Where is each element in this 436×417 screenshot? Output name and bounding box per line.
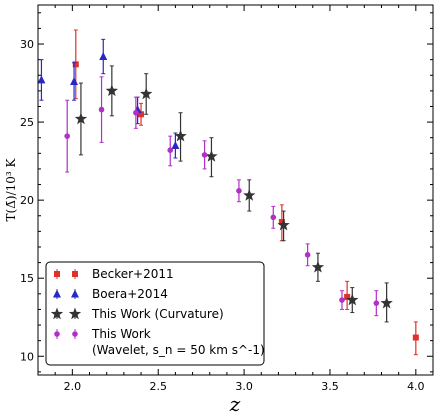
- data-point: [412, 334, 419, 341]
- x-tick-label: 2.0: [64, 380, 82, 393]
- legend: Becker+2011 Boera+2014 This Work (Curvatur…: [45, 261, 265, 366]
- x-tick-label: 3.5: [321, 380, 339, 393]
- legend-item: Boera+2014: [53, 287, 168, 301]
- plot-frame: [37, 4, 434, 376]
- y-tick-label: 25: [20, 116, 34, 129]
- data-point: [105, 84, 119, 97]
- data-point: [171, 141, 180, 150]
- series-4: [64, 76, 380, 317]
- data-point: [311, 260, 325, 273]
- data-point: [174, 129, 187, 142]
- series-3: [74, 65, 393, 323]
- y-axis-label: T(Δ̄)/10³ K: [4, 157, 18, 221]
- y-tick-label: 10: [20, 350, 34, 363]
- series-2: [37, 38, 180, 159]
- data-point: [304, 251, 311, 258]
- legend-marker: [50, 307, 64, 320]
- legend-label: This Work: [91, 327, 151, 341]
- x-tick-label: 2.5: [149, 380, 167, 393]
- data-point: [99, 52, 108, 61]
- data-point: [205, 149, 218, 162]
- data-point: [201, 152, 208, 158]
- data-point: [380, 296, 393, 309]
- legend-marker: [53, 289, 61, 298]
- data-point: [98, 106, 105, 113]
- legend-label-line2: (Wavelet, s_n = 50 km s^-1): [92, 343, 265, 357]
- data-point: [37, 75, 46, 84]
- legend-item: Becker+2011: [54, 267, 174, 281]
- legend-marker: [54, 331, 60, 337]
- data-point: [64, 133, 70, 139]
- data-point: [373, 300, 380, 306]
- legend-marker: [71, 289, 79, 298]
- x-tick-label: 4.0: [407, 380, 425, 393]
- y-tick-label: 15: [20, 272, 34, 285]
- data-series-layer: [37, 29, 419, 356]
- data-point: [277, 218, 290, 231]
- data-point: [133, 109, 139, 116]
- legend-label: Becker+2011: [92, 267, 174, 281]
- data-point: [344, 293, 351, 300]
- data-point: [278, 219, 285, 226]
- y-tick-label: 30: [20, 38, 34, 51]
- legend-box: [45, 261, 265, 366]
- x-tick-label: 3.0: [235, 380, 253, 393]
- legend-marker: [72, 271, 78, 277]
- y-tick-label: 20: [20, 194, 34, 207]
- data-point: [70, 76, 79, 85]
- data-point: [72, 61, 79, 68]
- data-point: [236, 187, 242, 194]
- legend-marker: [68, 307, 82, 320]
- legend-items: Becker+2011 Boera+2014 This Work (Curvatur…: [50, 267, 265, 357]
- legend-marker: [54, 271, 60, 277]
- data-point: [243, 188, 256, 201]
- legend-marker: [72, 331, 78, 337]
- legend-label: This Work (Curvature): [91, 307, 224, 321]
- legend-item: This Work (Wavelet, s_n = 50 km s^-1): [54, 327, 265, 357]
- data-point: [339, 297, 345, 303]
- data-point: [346, 293, 359, 306]
- y-axis-label-text: T(Δ̄)/10³ K: [4, 157, 18, 221]
- legend-item: This Work (Curvature): [50, 307, 224, 321]
- x-axis-label: z: [229, 392, 241, 416]
- data-point: [140, 87, 153, 100]
- data-point: [74, 112, 88, 125]
- data-point: [167, 147, 174, 153]
- axis-ticks: 2.0 2.5 3.0 3.5 4.0 10 15 20 25 30: [20, 5, 433, 393]
- data-point: [270, 214, 277, 221]
- data-point: [138, 111, 145, 118]
- legend-label: Boera+2014: [92, 287, 168, 301]
